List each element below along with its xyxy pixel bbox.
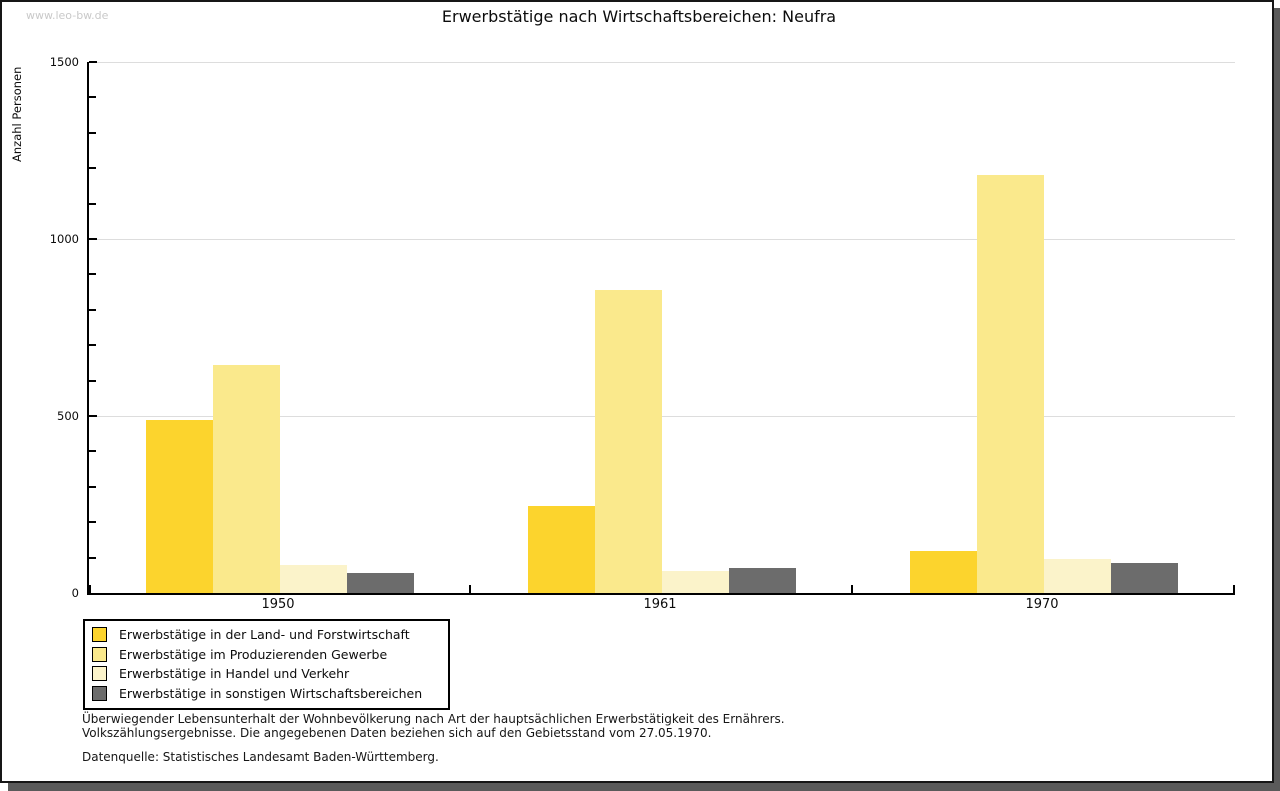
y-minor-tick-1100 <box>89 202 96 205</box>
legend-swatch-3 <box>92 666 107 682</box>
y-major-tick-1500 <box>89 61 97 63</box>
bar-1970-series-4 <box>1111 562 1178 593</box>
bar-1950-series-3 <box>280 565 347 593</box>
y-tick-label-1500: 1500 <box>49 55 79 69</box>
legend-swatch-4 <box>92 685 107 701</box>
y-major-tick-1000 <box>89 238 97 240</box>
legend: Erwerbstätige in der Land- und Forstwirt… <box>83 619 450 710</box>
bar-1950-series-4 <box>347 573 414 593</box>
x-tick-1 <box>469 585 471 593</box>
footer-note-line2: Volkszählungsergebnisse. Die angegebenen… <box>82 726 712 740</box>
legend-item-1: Erwerbstätige in der Land- und Forstwirt… <box>91 625 442 645</box>
gridline-500 <box>89 416 1235 417</box>
bar-1961-series-4 <box>729 568 796 593</box>
y-minor-tick-900 <box>89 273 96 276</box>
y-major-tick-500 <box>89 415 97 417</box>
watermark: www.leo-bw.de <box>26 9 109 22</box>
footer-notes: Überwiegender Lebensunterhalt der Wohnbe… <box>82 712 785 740</box>
frame-shadow-right <box>1274 8 1280 791</box>
legend-label-2: Erwerbstätige im Produzierenden Gewerbe <box>119 646 388 662</box>
legend-item-4: Erwerbstätige in sonstigen Wirtschaftsbe… <box>91 684 442 704</box>
y-minor-tick-700 <box>89 344 96 347</box>
legend-item-3: Erwerbstätige in Handel und Verkehr <box>91 664 442 684</box>
x-tick-3 <box>1233 585 1235 593</box>
y-minor-tick-600 <box>89 379 96 382</box>
footer-source: Datenquelle: Statistisches Landesamt Bad… <box>82 750 439 764</box>
y-minor-tick-200 <box>89 521 96 524</box>
legend-item-2: Erwerbstätige im Produzierenden Gewerbe <box>91 645 442 665</box>
y-tick-label-0: 0 <box>71 586 79 600</box>
legend-label-1: Erwerbstätige in der Land- und Forstwirt… <box>119 627 410 643</box>
bar-1961-series-1 <box>528 506 595 593</box>
bar-1970-series-2 <box>977 175 1044 593</box>
bar-1950-series-2 <box>213 364 280 593</box>
legend-swatch-1 <box>92 627 107 643</box>
legend-label-4: Erwerbstätige in sonstigen Wirtschaftsbe… <box>119 685 423 701</box>
y-minor-tick-300 <box>89 485 96 488</box>
plot-area <box>87 61 1235 595</box>
y-tick-label-1000: 1000 <box>49 232 79 246</box>
y-minor-tick-1300 <box>89 131 96 134</box>
gridline-1000 <box>89 239 1235 240</box>
bar-1961-series-2 <box>595 290 662 593</box>
y-minor-tick-400 <box>89 450 96 453</box>
y-minor-tick-1400 <box>89 96 96 99</box>
frame-shadow-bottom <box>8 783 1274 791</box>
y-minor-tick-800 <box>89 308 96 311</box>
x-tick-2 <box>851 585 853 593</box>
gridline-1500 <box>89 62 1235 63</box>
legend-swatch-2 <box>92 646 107 662</box>
y-minor-tick-1200 <box>89 167 96 170</box>
chart-title: Erwerbstätige nach Wirtschaftsbereichen:… <box>441 7 837 26</box>
x-category-label-1961: 1961 <box>643 597 677 612</box>
y-tick-label-500: 500 <box>57 409 79 423</box>
bar-1961-series-3 <box>662 571 729 593</box>
bar-1970-series-3 <box>1044 559 1111 593</box>
y-axis-label: Anzahl Personen <box>10 66 24 162</box>
y-minor-tick-100 <box>89 556 96 559</box>
legend-label-3: Erwerbstätige in Handel und Verkehr <box>119 666 350 682</box>
x-tick-0 <box>89 585 91 593</box>
x-category-label-1970: 1970 <box>1025 597 1059 612</box>
bar-1950-series-1 <box>146 419 213 593</box>
x-category-label-1950: 1950 <box>261 597 295 612</box>
bar-1970-series-1 <box>910 550 977 593</box>
footer-note-line1: Überwiegender Lebensunterhalt der Wohnbe… <box>82 712 785 726</box>
